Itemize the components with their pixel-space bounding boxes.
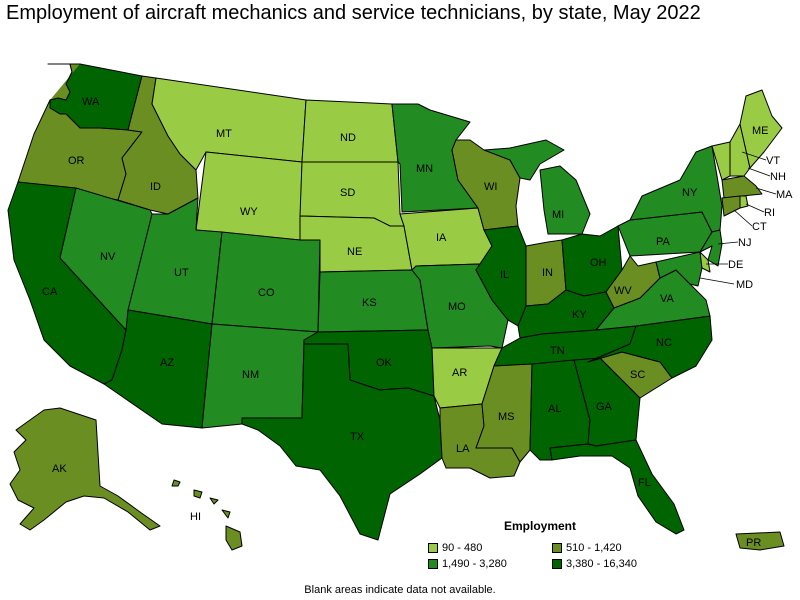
- map-title: Employment of aircraft mechanics and ser…: [6, 2, 701, 24]
- state-ME[interactable]: [739, 89, 783, 169]
- label-DE: DE: [728, 259, 743, 271]
- state-IL[interactable]: [475, 225, 527, 327]
- label-IN: IN: [542, 267, 553, 279]
- label-MD: MD: [736, 279, 753, 291]
- legend-item-b4: 3,380 - 16,340: [552, 558, 688, 570]
- label-HI: HI: [190, 511, 201, 523]
- state-MA[interactable]: [721, 175, 763, 199]
- label-AL: AL: [548, 403, 561, 415]
- label-RI: RI: [764, 207, 775, 219]
- legend-label-b3: 1,490 - 3,280: [442, 558, 507, 570]
- label-MS: MS: [498, 411, 515, 423]
- legend-swatch-b3: [428, 559, 438, 569]
- state-NJ[interactable]: [699, 229, 723, 267]
- label-NJ: NJ: [738, 237, 751, 249]
- state-HI[interactable]: [171, 479, 243, 551]
- state-WY[interactable]: [195, 151, 303, 241]
- state-NM[interactable]: [201, 323, 319, 429]
- label-MT: MT: [216, 128, 232, 140]
- state-NY[interactable]: [629, 145, 723, 233]
- state-NH[interactable]: [729, 123, 751, 177]
- state-WI[interactable]: [451, 139, 521, 231]
- label-VA: VA: [660, 293, 675, 305]
- label-CO: CO: [258, 287, 275, 299]
- label-MO: MO: [448, 301, 466, 313]
- legend-swatch-b4: [552, 559, 562, 569]
- label-OK: OK: [376, 357, 393, 369]
- label-AR: AR: [452, 367, 467, 379]
- label-ND: ND: [340, 132, 356, 144]
- state-RI[interactable]: [739, 195, 749, 209]
- label-FL: FL: [638, 477, 651, 489]
- label-TN: TN: [550, 345, 565, 357]
- label-MA: MA: [776, 189, 793, 201]
- label-SC: SC: [630, 369, 645, 381]
- label-SD: SD: [340, 187, 355, 199]
- label-WV: WV: [614, 285, 632, 297]
- label-MI: MI: [552, 209, 564, 221]
- label-WA: WA: [82, 96, 100, 108]
- label-UT: UT: [174, 267, 189, 279]
- legend: Employment 90 - 480 510 - 1,420 1,490 - …: [428, 519, 688, 570]
- state-ND[interactable]: [301, 99, 399, 163]
- label-NC: NC: [656, 337, 672, 349]
- state-MI[interactable]: [483, 139, 591, 235]
- label-IL: IL: [500, 269, 509, 281]
- label-WI: WI: [484, 181, 497, 193]
- label-OR: OR: [68, 155, 85, 167]
- label-IA: IA: [436, 232, 447, 244]
- legend-label-b2: 510 - 1,420: [566, 542, 622, 554]
- label-VT: VT: [766, 155, 780, 167]
- legend-swatch-b2: [552, 543, 562, 553]
- label-NM: NM: [242, 369, 259, 381]
- label-AK: AK: [52, 463, 67, 475]
- legend-title: Employment: [504, 519, 577, 533]
- state-CO[interactable]: [211, 231, 321, 333]
- legend-item-b3: 1,490 - 3,280: [428, 558, 552, 570]
- label-NV: NV: [100, 251, 116, 263]
- state-TX[interactable]: [241, 343, 443, 541]
- label-NY: NY: [682, 187, 698, 199]
- legend-item-b1: 90 - 480: [428, 542, 552, 554]
- label-CT: CT: [752, 221, 767, 233]
- label-PR: PR: [746, 537, 761, 549]
- legend-swatch-b1: [428, 543, 438, 553]
- label-ME: ME: [752, 125, 769, 137]
- label-OH: OH: [590, 257, 607, 269]
- label-LA: LA: [456, 443, 470, 455]
- legend-label-b1: 90 - 480: [442, 542, 483, 554]
- label-AZ: AZ: [160, 357, 174, 369]
- state-DE[interactable]: [699, 251, 711, 273]
- legend-grid: 90 - 480 510 - 1,420 1,490 - 3,280 3,380…: [428, 542, 688, 570]
- state-PR[interactable]: [735, 531, 785, 551]
- legend-label-b4: 3,380 - 16,340: [566, 558, 637, 570]
- label-NH: NH: [770, 171, 786, 183]
- label-NE: NE: [347, 246, 362, 258]
- label-KS: KS: [362, 297, 377, 309]
- state-FL[interactable]: [549, 439, 685, 535]
- label-PA: PA: [656, 236, 671, 248]
- label-ID: ID: [150, 181, 161, 193]
- state-AK[interactable]: [9, 407, 161, 531]
- legend-item-b2: 510 - 1,420: [552, 542, 688, 554]
- label-KY: KY: [572, 309, 587, 321]
- label-WY: WY: [240, 206, 258, 218]
- label-MN: MN: [416, 163, 433, 175]
- label-TX: TX: [350, 431, 365, 443]
- footnote: Blank areas indicate data not available.: [304, 584, 496, 596]
- label-CA: CA: [42, 286, 58, 298]
- label-GA: GA: [596, 401, 613, 413]
